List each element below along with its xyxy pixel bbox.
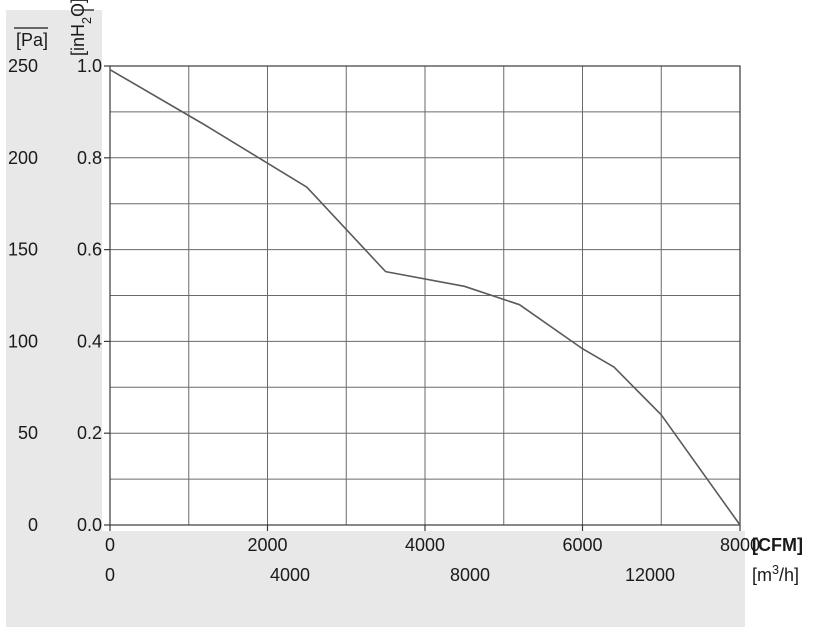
y-tick-pa: 100	[8, 331, 38, 351]
x-unit-m3h: [m3/h]	[752, 563, 799, 585]
fan-performance-chart: 0 50 100 150 200 250 0.0 0.2 0.4 0.6 0.8 1.0 0 2000 40…	[0, 0, 815, 633]
x-tick-m3h: 4000	[270, 565, 310, 585]
y-tick-pa: 250	[8, 56, 38, 76]
x-tick-m3h: 8000	[450, 565, 490, 585]
y-unit-pa: [Pa]	[16, 30, 48, 50]
x-tick-cfm: 0	[105, 535, 115, 555]
x-tick-m3h: 12000	[625, 565, 675, 585]
y-tick-pa: 0	[28, 515, 38, 535]
x-tick-cfm: 4000	[405, 535, 445, 555]
y-tick-pa: 150	[8, 240, 38, 260]
y-tick-inh2o: 0.4	[77, 331, 102, 351]
y-tick-inh2o: 0.2	[77, 423, 102, 443]
y-tick-inh2o: 0.6	[77, 240, 102, 260]
y-tick-pa: 200	[8, 148, 38, 168]
x-tick-cfm: 6000	[562, 535, 602, 555]
chart-svg: 0 50 100 150 200 250 0.0 0.2 0.4 0.6 0.8 1.0 0 2000 40…	[0, 0, 815, 633]
x-tick-cfm: 2000	[247, 535, 287, 555]
y-tick-inh2o: 0.0	[77, 515, 102, 535]
y-tick-pa: 50	[18, 423, 38, 443]
y-tick-inh2o: 0.8	[77, 148, 102, 168]
x-tick-m3h: 0	[105, 565, 115, 585]
y-tick-inh2o: 1.0	[77, 56, 102, 76]
x-unit-cfm: [CFM]	[752, 535, 803, 555]
